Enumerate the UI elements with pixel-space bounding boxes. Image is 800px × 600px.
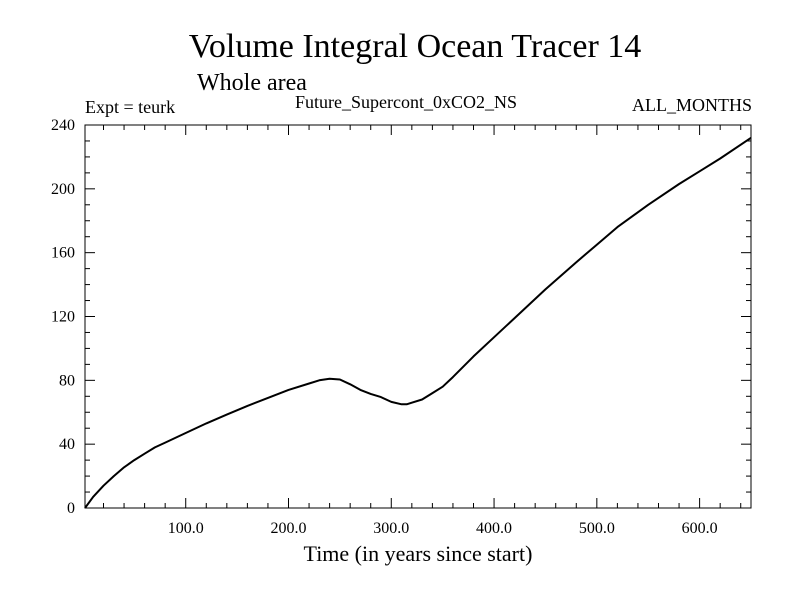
- x-tick-label: 500.0: [579, 520, 615, 537]
- y-tick-label: 40: [59, 436, 75, 453]
- chart-subtitle: Whole area: [197, 70, 307, 96]
- y-tick-label: 160: [51, 245, 75, 262]
- experiment-label: Expt = teurk: [85, 97, 176, 117]
- axis-ticks: [85, 125, 751, 508]
- x-tick-label: 100.0: [168, 520, 204, 537]
- x-tick-label: 400.0: [476, 520, 512, 537]
- x-tick-label: 600.0: [682, 520, 718, 537]
- x-tick-label: 300.0: [373, 520, 409, 537]
- months-label: ALL_MONTHS: [632, 95, 752, 115]
- y-tick-label: 80: [59, 372, 75, 389]
- y-tick-label: 240: [51, 117, 75, 134]
- x-tick-label: 200.0: [271, 520, 307, 537]
- chart-title: Volume Integral Ocean Tracer 14: [188, 28, 642, 65]
- y-tick-label: 120: [51, 309, 75, 326]
- axis-tick-labels: 100.0 200.0 300.0 400.0 500.0 600.0 0 40 80 120 16…: [51, 117, 718, 537]
- x-axis-label: Time (in years since start): [303, 541, 533, 566]
- series-line: [84, 136, 752, 509]
- run-name-label: Future_Supercont_0xCO2_NS: [295, 92, 517, 112]
- y-tick-label: 0: [67, 500, 75, 517]
- plot-frame: [84, 124, 752, 509]
- y-tick-label: 200: [51, 181, 75, 198]
